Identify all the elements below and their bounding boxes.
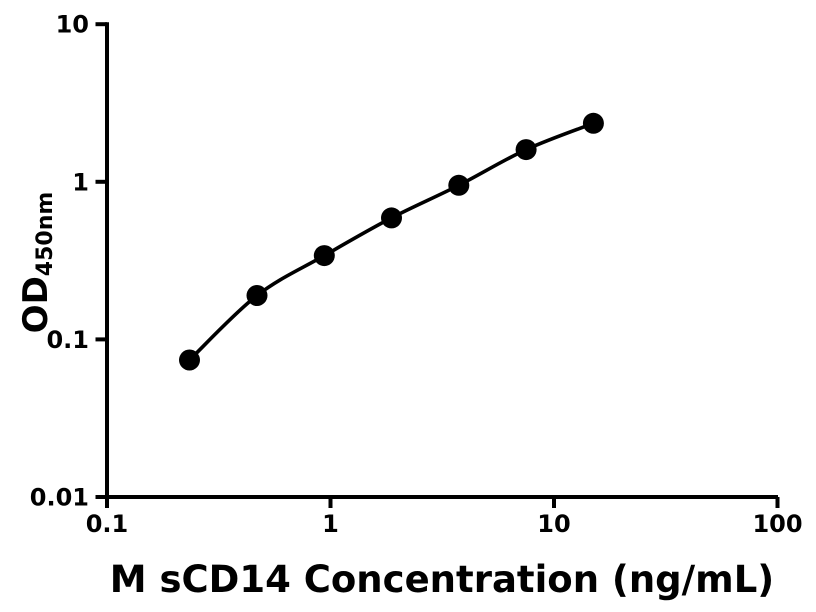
data-point-marker: [582, 112, 604, 134]
y-axis-title-main: OD: [16, 276, 56, 333]
data-point-marker: [381, 207, 402, 229]
y-axis-title: OD450nm: [16, 192, 58, 334]
y-tick-label: 1: [72, 168, 89, 196]
axis-spines: [105, 22, 778, 499]
x-tick-label: 1: [322, 510, 339, 538]
series-layer: [179, 112, 604, 371]
fit-curve-line: [188, 121, 595, 362]
data-point-marker: [313, 245, 335, 267]
data-point-marker: [246, 285, 268, 306]
y-axis-title-subscript: 450nm: [33, 192, 58, 277]
y-tick-label: 10: [56, 11, 89, 39]
data-point-marker: [448, 174, 470, 196]
data-point-marker: [515, 139, 537, 161]
y-tick-label: 0.1: [46, 326, 89, 354]
y-tick-label: 0.01: [30, 484, 89, 512]
x-tick-label: 100: [752, 510, 802, 538]
x-axis-title: M sCD14 Concentration (ng/mL): [110, 558, 774, 601]
x-tick-label: 10: [537, 510, 570, 538]
axes-layer: [105, 22, 778, 499]
data-point-marker: [179, 349, 200, 371]
x-tick-label: 0.1: [86, 510, 129, 538]
